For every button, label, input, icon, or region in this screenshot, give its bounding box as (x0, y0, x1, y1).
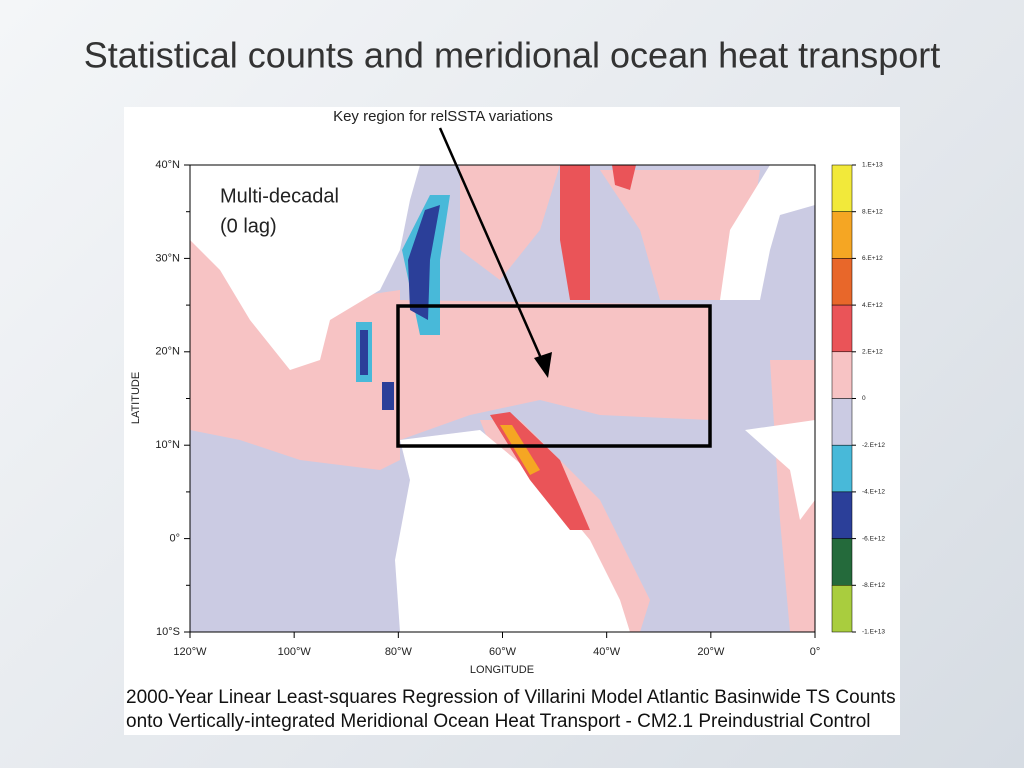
land (190, 165, 420, 370)
slide-title: Statistical counts and meridional ocean … (84, 35, 941, 76)
panel-label: Multi-decadal (220, 185, 339, 207)
colorbar-label: -2.E+12 (862, 442, 885, 449)
colorbar-segment (831, 304, 853, 353)
colorbar-label: 0 (862, 395, 866, 402)
positive-area (460, 165, 560, 280)
x-tick-label: 40°W (593, 646, 621, 658)
map-field (190, 165, 815, 632)
colorbar-label: 1.E+13 (862, 162, 883, 169)
colorbar-segment (831, 538, 853, 586)
colorbar-label: 8.E+12 (862, 208, 883, 215)
y-tick-label: 30°N (155, 252, 180, 264)
colorbar-segment (831, 444, 853, 493)
caption: 2000-Year Linear Least-squares Regressio… (126, 687, 896, 708)
annotation-arrow (438, 127, 546, 366)
colorbar-label: -8.E+12 (862, 582, 885, 589)
colorbar-segment (831, 585, 853, 633)
x-axis-label: LONGITUDE (470, 664, 534, 676)
colorbar-label: -4.E+12 (862, 489, 885, 496)
colorbar-label: -1.E+13 (862, 629, 885, 636)
strongest-positive (500, 425, 540, 475)
colorbar-segment (831, 211, 853, 259)
colorbar-segment (831, 351, 853, 399)
colorbar-segment (831, 491, 853, 539)
strong-negative (408, 205, 440, 320)
caption: onto Vertically-integrated Meridional Oc… (126, 711, 871, 732)
colorbar-segment (831, 258, 853, 306)
strong-positive (560, 165, 590, 300)
strong-negative (382, 382, 394, 410)
colorbar-segment (831, 164, 853, 212)
colorbar-label: 2.E+12 (862, 349, 883, 356)
annotation: Key region for relSSTA variations (333, 108, 553, 125)
panel-label: (0 lag) (220, 215, 277, 237)
positive-area (400, 300, 710, 440)
colorbar-segment (831, 398, 853, 446)
x-tick-label: 60°W (489, 646, 517, 658)
y-tick-label: 10°N (155, 439, 180, 451)
x-tick-label: 20°W (697, 646, 725, 658)
y-axis-label: LATITUDE (130, 372, 142, 424)
land (720, 165, 815, 300)
arrow-head (534, 352, 552, 378)
y-tick-label: 40°N (155, 159, 180, 171)
y-tick-label: 10°S (156, 626, 180, 638)
x-tick-label: 100°W (278, 646, 312, 658)
key-region-box (396, 304, 712, 448)
strong-negative (360, 330, 368, 375)
land (395, 430, 630, 632)
y-tick-label: 20°N (155, 346, 180, 358)
land (745, 420, 815, 520)
x-tick-label: 0° (810, 646, 821, 658)
x-tick-label: 80°W (385, 646, 413, 658)
colorbar-label: -6.E+12 (862, 535, 885, 542)
colorbar-label: 4.E+12 (862, 302, 883, 309)
y-tick-label: 0° (169, 533, 180, 545)
x-tick-label: 120°W (173, 646, 207, 658)
positive-area (600, 170, 760, 300)
strong-positive (612, 165, 636, 190)
colorbar-label: 6.E+12 (862, 255, 883, 262)
